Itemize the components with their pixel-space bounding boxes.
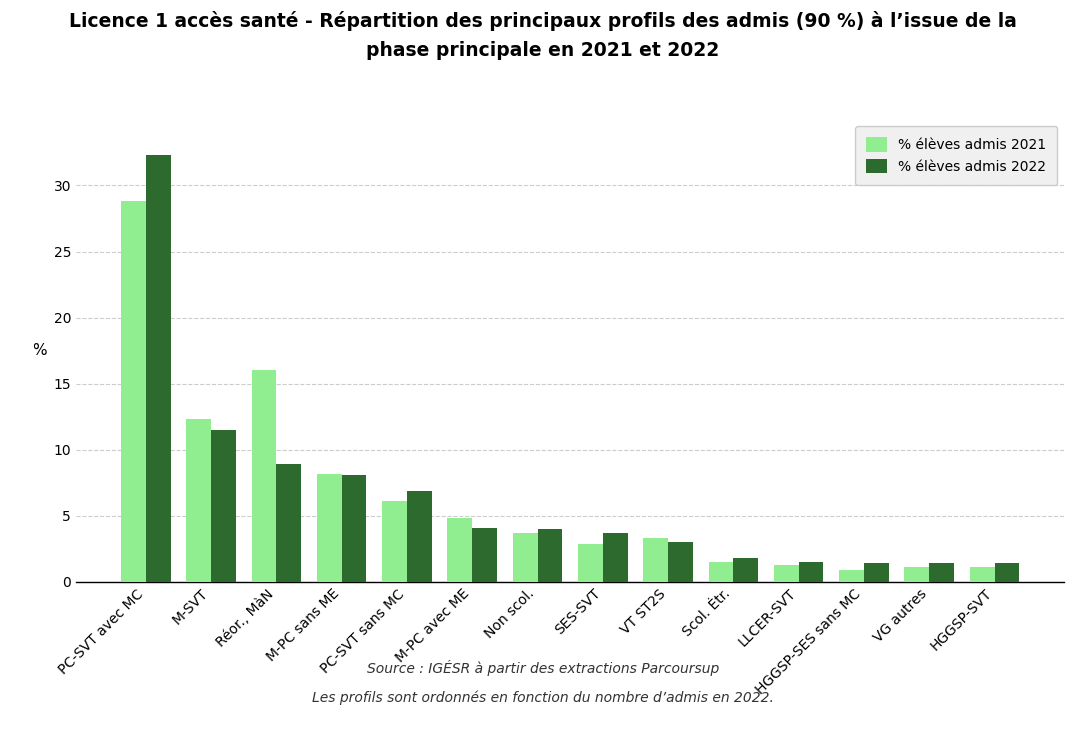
Bar xyxy=(643,539,668,582)
Bar xyxy=(733,558,758,582)
Bar xyxy=(839,570,864,582)
Bar xyxy=(708,562,733,582)
Y-axis label: %: % xyxy=(33,343,47,358)
Bar xyxy=(186,419,211,582)
Bar xyxy=(407,491,432,582)
Text: Licence 1 accès santé - Répartition des principaux profils des admis (90 %) à l’: Licence 1 accès santé - Répartition des … xyxy=(70,11,1016,31)
Bar xyxy=(930,563,955,582)
Bar xyxy=(864,563,888,582)
Bar xyxy=(121,201,146,582)
Bar xyxy=(538,529,563,582)
Bar xyxy=(472,527,497,582)
Bar xyxy=(252,371,276,582)
Bar xyxy=(447,518,472,582)
Bar xyxy=(342,475,366,582)
Bar xyxy=(603,533,628,582)
Legend: % élèves admis 2021, % élèves admis 2022: % élèves admis 2021, % élèves admis 2022 xyxy=(855,126,1058,185)
Bar xyxy=(578,544,603,582)
Bar xyxy=(905,568,930,582)
Bar xyxy=(513,533,538,582)
Bar xyxy=(382,501,407,582)
Bar xyxy=(146,155,171,582)
Bar xyxy=(774,565,798,582)
Bar xyxy=(970,568,995,582)
Text: Source : IGÉSR à partir des extractions Parcoursup: Source : IGÉSR à partir des extractions … xyxy=(367,660,719,676)
Bar xyxy=(211,430,236,582)
Bar xyxy=(276,464,301,582)
Bar xyxy=(995,563,1020,582)
Text: phase principale en 2021 et 2022: phase principale en 2021 et 2022 xyxy=(366,41,720,60)
Bar xyxy=(317,474,342,582)
Bar xyxy=(798,562,823,582)
Text: Les profils sont ordonnés en fonction du nombre d’admis en 2022.: Les profils sont ordonnés en fonction du… xyxy=(312,690,774,704)
Bar xyxy=(668,542,693,582)
